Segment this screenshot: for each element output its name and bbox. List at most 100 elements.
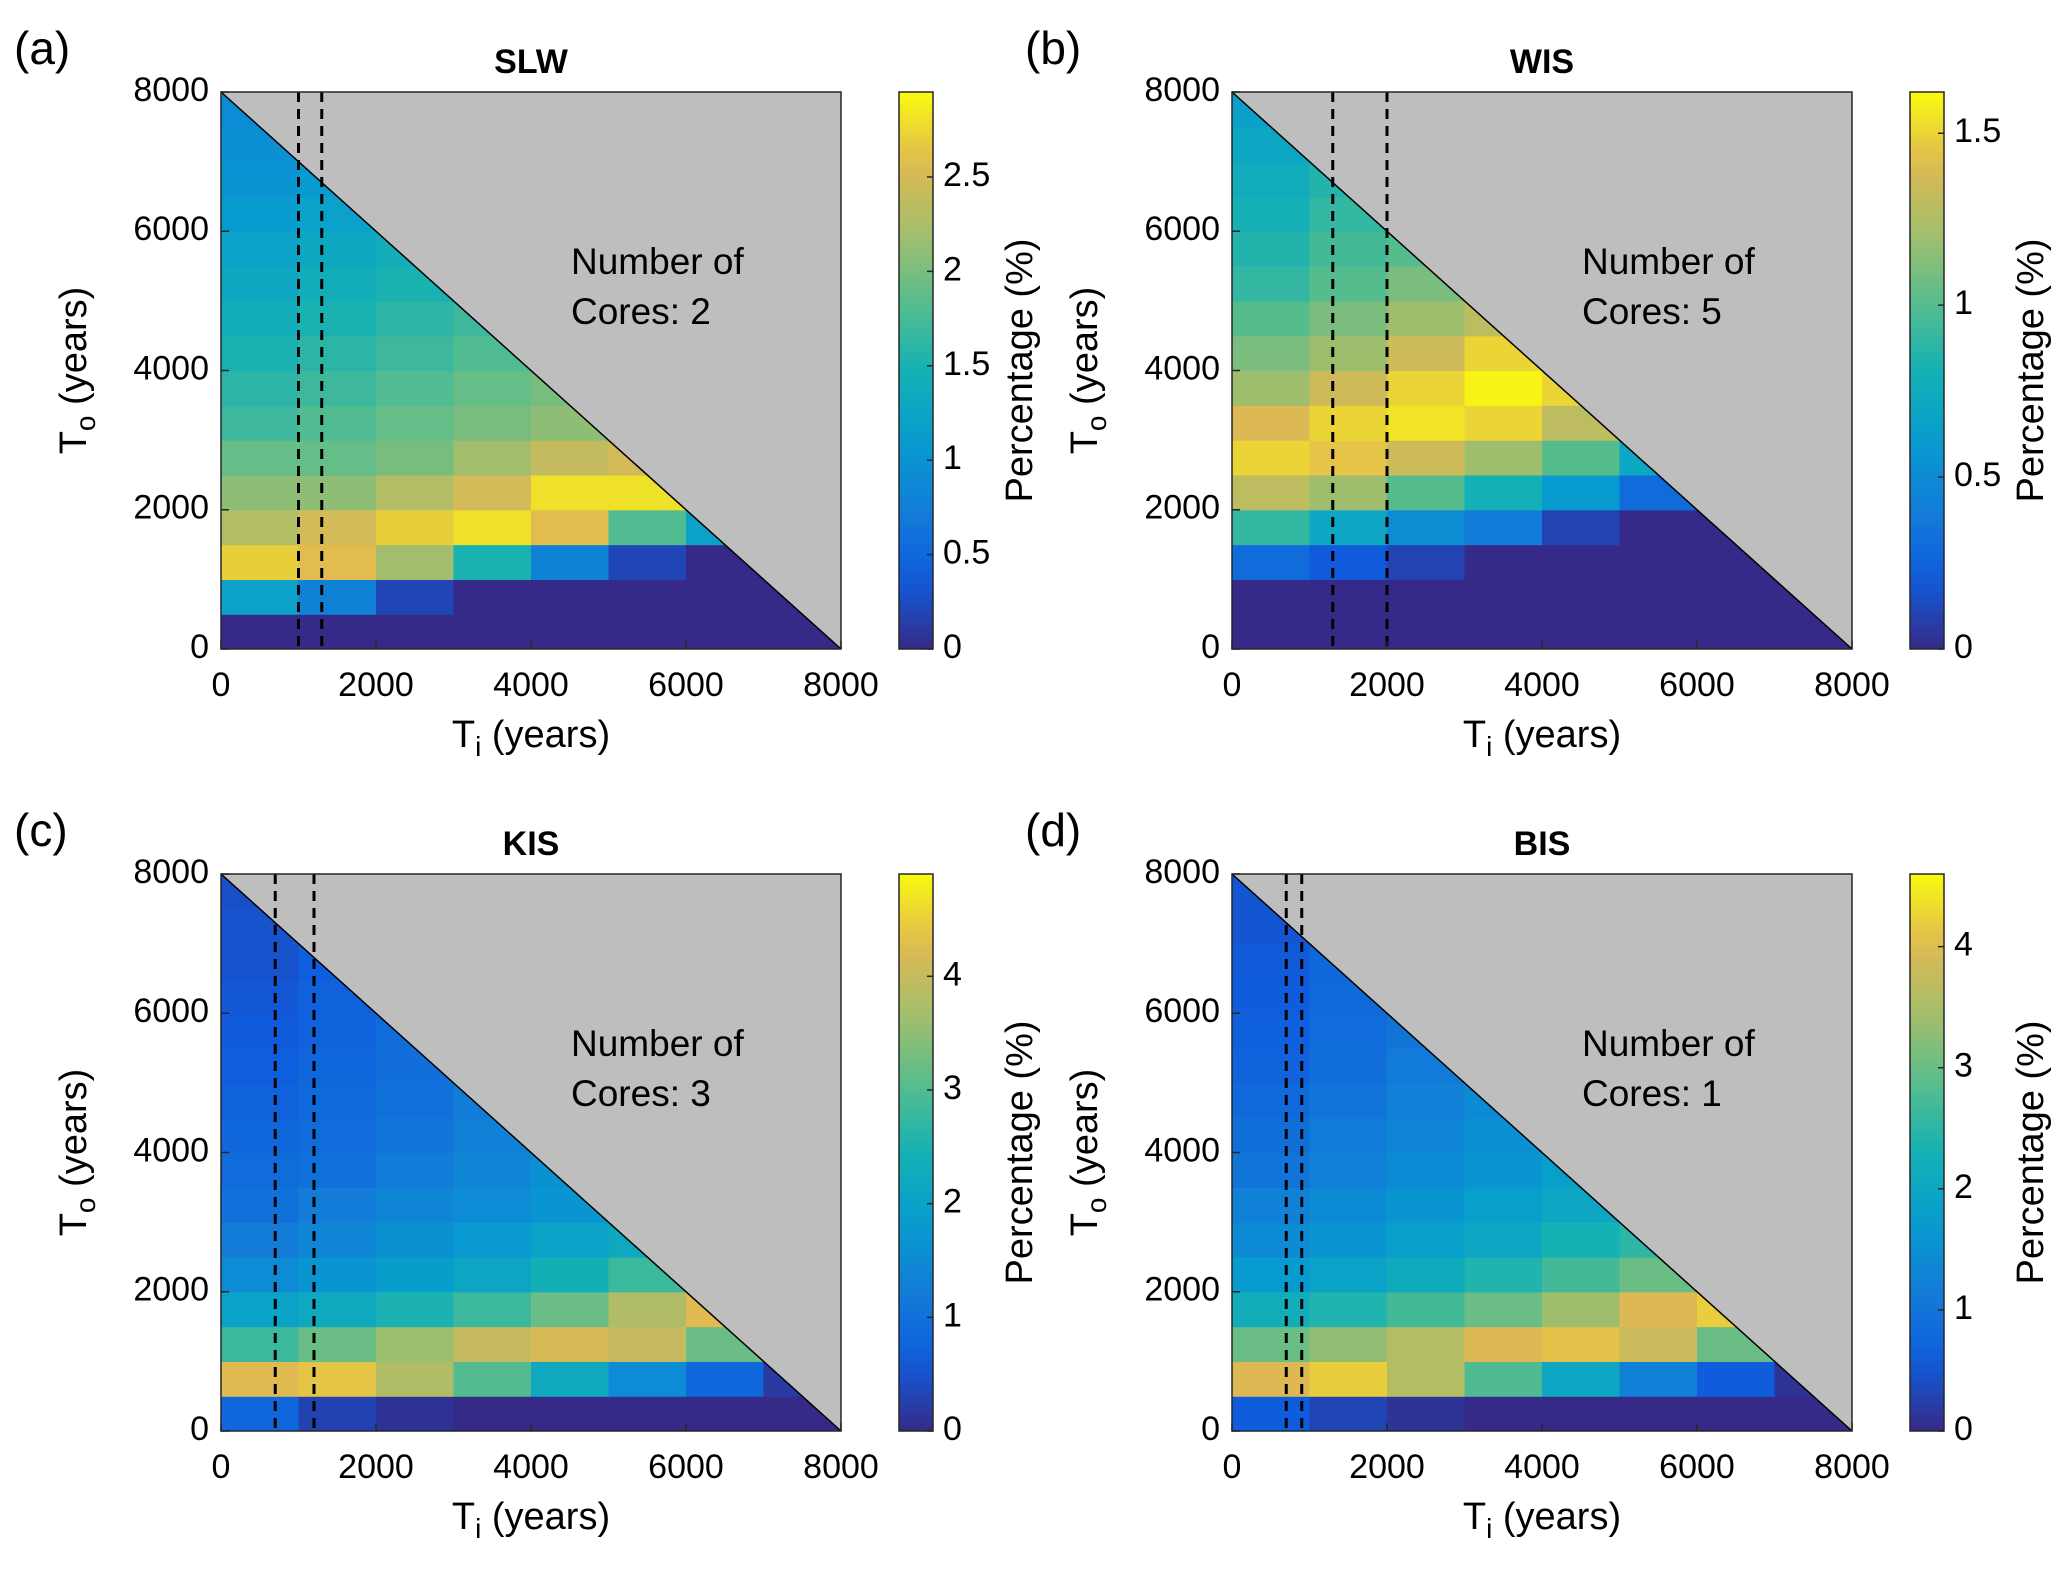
colorbar-tick-label: 0 [943, 1410, 962, 1448]
heatmap-cell [1232, 1256, 1311, 1293]
heatmap-cell [1232, 1291, 1311, 1328]
heatmap-cell [1232, 544, 1311, 580]
heatmap-cell [1464, 440, 1543, 476]
heatmap-cell [221, 1013, 300, 1049]
colorbar-tick-label: 0.5 [943, 534, 990, 572]
heatmap-cell [1619, 1291, 1698, 1328]
heatmap-cell [531, 579, 610, 615]
colorbar-label: Percentage (%) [999, 238, 1041, 502]
panel-label: (a) [14, 22, 70, 74]
heatmap-cell [298, 231, 377, 267]
label-part: (years) [53, 1069, 95, 1198]
heatmap-cell [1464, 474, 1543, 511]
heatmap-cell [1464, 509, 1543, 546]
heatmap-cell [1542, 1256, 1621, 1293]
heatmap-cell [1309, 1187, 1388, 1223]
x-tick-label: 4000 [493, 666, 569, 704]
heatmap-cell [221, 1326, 300, 1362]
heatmap-cell [1309, 370, 1388, 406]
heatmap-cell [1387, 1082, 1466, 1119]
heatmap-cell [1619, 1326, 1698, 1362]
panel: 0 2000 4000 6000 8000 0 2000 4000 6000 8000 (c) KIS… [14, 804, 1041, 1544]
heatmap-cell [298, 1187, 377, 1223]
heatmap-cell [221, 1256, 300, 1293]
heatmap [221, 874, 841, 1431]
heatmap-cell [376, 405, 455, 441]
heatmap-cell [1232, 1396, 1311, 1431]
heatmap-cell [1309, 579, 1388, 615]
heatmap [1232, 92, 1852, 649]
colorbar-tick-label: 2 [943, 1183, 962, 1221]
heatmap-cell [453, 1152, 532, 1188]
label-part: T [53, 431, 95, 454]
heatmap-cell [1464, 1187, 1543, 1223]
heatmap-cell [376, 1326, 455, 1362]
colorbar [898, 873, 934, 1432]
heatmap-cell [1464, 579, 1543, 615]
heatmap-cell [221, 579, 300, 615]
heatmap-cell [221, 1117, 300, 1154]
colorbar-tick-label: 0.5 [1954, 456, 2001, 494]
heatmap-cell [608, 1291, 687, 1328]
y-tick-label: 0 [1201, 628, 1220, 666]
colorbar [1909, 873, 1945, 1432]
x-axis-label: Ti (years) [452, 714, 610, 762]
heatmap-cell [1309, 300, 1388, 337]
heatmap-cell [221, 231, 300, 267]
heatmap-cell [221, 1291, 300, 1328]
annotation: Number of [571, 241, 744, 282]
heatmap-cell [1232, 474, 1311, 511]
heatmap-cell [453, 405, 532, 441]
heatmap-cell [1232, 1048, 1311, 1084]
heatmap-cell [221, 1222, 300, 1258]
heatmap-cell [1309, 1222, 1388, 1258]
heatmap-cell [1464, 1361, 1543, 1397]
heatmap-cell [453, 1256, 532, 1293]
heatmap [1232, 874, 1852, 1431]
heatmap-cell [1542, 579, 1621, 615]
label-part: T [1064, 431, 1106, 454]
heatmap-cell [1387, 1326, 1466, 1362]
colorbar-tick-label: 3 [1954, 1047, 1973, 1085]
heatmap-cell [1387, 335, 1466, 372]
heatmap-cell [221, 1396, 300, 1431]
annotation: Cores: 1 [1582, 1073, 1722, 1114]
x-tick-label: 2000 [1349, 1448, 1425, 1486]
annotation: Cores: 3 [571, 1073, 711, 1114]
chart-title: WIS [1510, 43, 1574, 81]
heatmap-cell [531, 1396, 610, 1431]
heatmap-cell [531, 544, 610, 580]
subscript: i [1486, 731, 1492, 762]
heatmap-cell [376, 1082, 455, 1119]
x-tick-label: 6000 [648, 666, 724, 704]
x-tick-label: 2000 [338, 1448, 414, 1486]
heatmap-cell [1464, 544, 1543, 580]
heatmap-cell [1309, 1117, 1388, 1154]
heatmap-cell [221, 300, 300, 337]
heatmap-cell [376, 370, 455, 406]
heatmap-cell [376, 544, 455, 580]
heatmap-cell [221, 1187, 300, 1223]
chart-title: KIS [503, 825, 560, 863]
heatmap-cell [1619, 1361, 1698, 1397]
subscript: o [1081, 1198, 1112, 1214]
heatmap-cell [1232, 1082, 1311, 1119]
heatmap-cell [531, 1326, 610, 1362]
heatmap-cell [1309, 1152, 1388, 1188]
heatmap-cell [1232, 1187, 1311, 1223]
heatmap-cell [376, 300, 455, 337]
heatmap-cell [686, 614, 765, 649]
y-tick-label: 8000 [133, 853, 209, 891]
heatmap-cell [1387, 370, 1466, 406]
heatmap-cell [453, 440, 532, 476]
label-part: T [53, 1213, 95, 1236]
heatmap-cell [531, 1361, 610, 1397]
heatmap-cell [298, 335, 377, 372]
colorbar-tick-label: 0 [1954, 1410, 1973, 1448]
colorbar-tick-label: 1.5 [1954, 112, 2001, 150]
heatmap-cell [298, 544, 377, 580]
x-tick-label: 0 [1223, 666, 1242, 704]
heatmap-cell [1697, 1396, 1776, 1431]
heatmap-cell [298, 579, 377, 615]
heatmap-cell [1619, 544, 1698, 580]
